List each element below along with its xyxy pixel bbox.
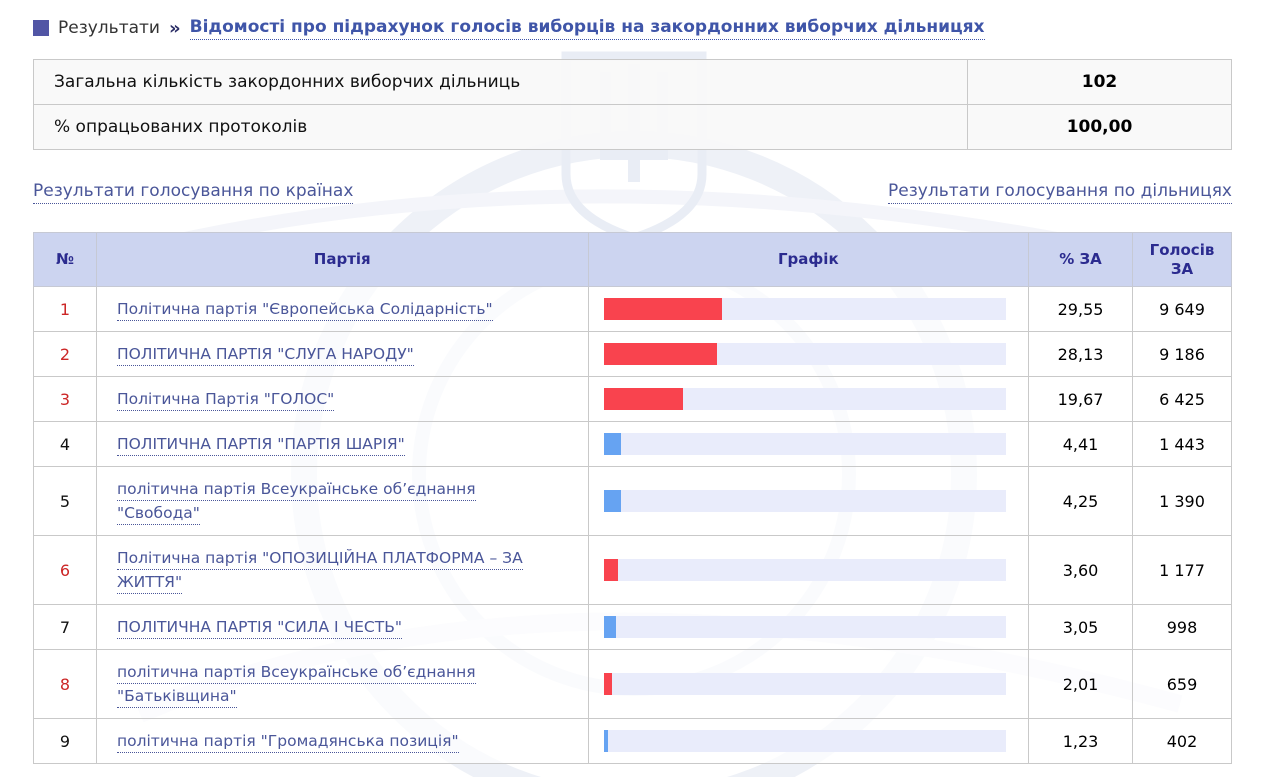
- vote-bar-track: [603, 343, 1007, 365]
- vote-bar: [603, 730, 609, 752]
- row-number: 7: [33, 604, 97, 650]
- votes-value: 1 390: [1132, 466, 1232, 536]
- col-header-votes: Голосів ЗА: [1132, 232, 1232, 287]
- results-table: № Партія Графік % ЗА Голосів ЗА 1 Політи…: [33, 232, 1232, 764]
- vote-bar: [603, 433, 622, 455]
- votes-value: 1 443: [1132, 421, 1232, 467]
- party-link[interactable]: ПОЛІТИЧНА ПАРТІЯ "СЛУГА НАРОДУ": [116, 345, 414, 366]
- col-header-num: №: [33, 232, 97, 287]
- percent-value: 4,41: [1028, 421, 1133, 467]
- link-results-by-country[interactable]: Результати голосування по країнах: [33, 181, 354, 204]
- percent-value: 28,13: [1028, 331, 1133, 377]
- table-row: 6 Політична партія "ОПОЗИЦІЙНА ПЛАТФОРМА…: [33, 535, 1232, 605]
- vote-bar-track: [603, 559, 1007, 581]
- table-row: 7 ПОЛІТИЧНА ПАРТІЯ "СИЛА І ЧЕСТЬ" 3,05 9…: [33, 604, 1232, 650]
- table-row: 8 політична партія Всеукраїнське об’єдна…: [33, 649, 1232, 719]
- votes-value: 9 186: [1132, 331, 1232, 377]
- percent-value: 3,05: [1028, 604, 1133, 650]
- page-title-link[interactable]: Відомості про підрахунок голосів виборці…: [189, 17, 985, 40]
- row-number: 4: [33, 421, 97, 467]
- table-row: 1 Політична партія "Європейська Солідарн…: [33, 286, 1232, 332]
- summary-row-total-stations: Загальна кількість закордонних виборчих …: [33, 59, 1232, 105]
- percent-value: 29,55: [1028, 286, 1133, 332]
- party-link[interactable]: Політична партія "ОПОЗИЦІЙНА ПЛАТФОРМА –…: [116, 549, 523, 594]
- party-link[interactable]: ПОЛІТИЧНА ПАРТІЯ "ПАРТІЯ ШАРІЯ": [116, 435, 405, 456]
- party-link[interactable]: Політична партія "Європейська Солідарніс…: [116, 300, 493, 321]
- col-header-chart: Графік: [587, 232, 1030, 287]
- percent-value: 3,60: [1028, 535, 1133, 605]
- vote-bar: [603, 616, 616, 638]
- breadcrumb-section: Результати: [58, 18, 160, 38]
- summary-label: Загальна кількість закордонних виборчих …: [33, 59, 968, 105]
- row-number: 8: [33, 649, 97, 719]
- party-link[interactable]: Політична Партія "ГОЛОС": [116, 390, 335, 411]
- vote-bar: [603, 673, 612, 695]
- vote-bar: [603, 388, 683, 410]
- vote-bar-track: [603, 298, 1007, 320]
- votes-value: 659: [1132, 649, 1232, 719]
- vote-bar-track: [603, 616, 1007, 638]
- row-number: 6: [33, 535, 97, 605]
- party-link[interactable]: політична партія Всеукраїнське об’єднанн…: [116, 480, 476, 525]
- col-header-percent: % ЗА: [1028, 232, 1133, 287]
- percent-value: 4,25: [1028, 466, 1133, 536]
- vote-bar-track: [603, 388, 1007, 410]
- summary-label: % опрацьованих протоколів: [33, 104, 968, 150]
- results-header-row: № Партія Графік % ЗА Голосів ЗА: [33, 232, 1232, 287]
- percent-value: 1,23: [1028, 718, 1133, 764]
- votes-value: 402: [1132, 718, 1232, 764]
- party-link[interactable]: політична партія "Громадянська позиція": [116, 732, 459, 753]
- percent-value: 19,67: [1028, 376, 1133, 422]
- vote-bar: [603, 343, 717, 365]
- summary-value: 102: [967, 59, 1232, 105]
- vote-bar: [603, 490, 621, 512]
- party-link[interactable]: ПОЛІТИЧНА ПАРТІЯ "СИЛА І ЧЕСТЬ": [116, 618, 402, 639]
- breadcrumb-separator-icon: »: [168, 17, 181, 39]
- section-bullet-icon: [33, 20, 49, 36]
- vote-bar-track: [603, 730, 1007, 752]
- votes-value: 1 177: [1132, 535, 1232, 605]
- summary-table: Загальна кількість закордонних виборчих …: [33, 59, 1232, 150]
- page-content: Результати » Відомості про підрахунок го…: [33, 14, 1232, 764]
- table-row: 4 ПОЛІТИЧНА ПАРТІЯ "ПАРТІЯ ШАРІЯ" 4,41 1…: [33, 421, 1232, 467]
- table-row: 2 ПОЛІТИЧНА ПАРТІЯ "СЛУГА НАРОДУ" 28,13 …: [33, 331, 1232, 377]
- percent-value: 2,01: [1028, 649, 1133, 719]
- party-link[interactable]: політична партія Всеукраїнське об’єднанн…: [116, 663, 476, 708]
- vote-bar-track: [603, 673, 1007, 695]
- row-number: 9: [33, 718, 97, 764]
- votes-value: 9 649: [1132, 286, 1232, 332]
- table-row: 9 політична партія "Громадянська позиція…: [33, 718, 1232, 764]
- votes-value: 6 425: [1132, 376, 1232, 422]
- row-number: 3: [33, 376, 97, 422]
- vote-bar: [603, 559, 619, 581]
- table-row: 5 політична партія Всеукраїнське об’єдна…: [33, 466, 1232, 536]
- vote-bar-track: [603, 433, 1007, 455]
- breadcrumb: Результати » Відомості про підрахунок го…: [33, 14, 1232, 42]
- row-number: 5: [33, 466, 97, 536]
- summary-value: 100,00: [967, 104, 1232, 150]
- vote-bar-track: [603, 490, 1007, 512]
- col-header-party: Партія: [95, 232, 589, 287]
- table-row: 3 Політична Партія "ГОЛОС" 19,67 6 425: [33, 376, 1232, 422]
- link-results-by-station[interactable]: Результати голосування по дільницях: [888, 181, 1232, 204]
- vote-bar: [603, 298, 723, 320]
- results-links-row: Результати голосування по країнах Резуль…: [33, 179, 1232, 205]
- row-number: 1: [33, 286, 97, 332]
- row-number: 2: [33, 331, 97, 377]
- summary-row-protocols-processed: % опрацьованих протоколів 100,00: [33, 104, 1232, 150]
- votes-value: 998: [1132, 604, 1232, 650]
